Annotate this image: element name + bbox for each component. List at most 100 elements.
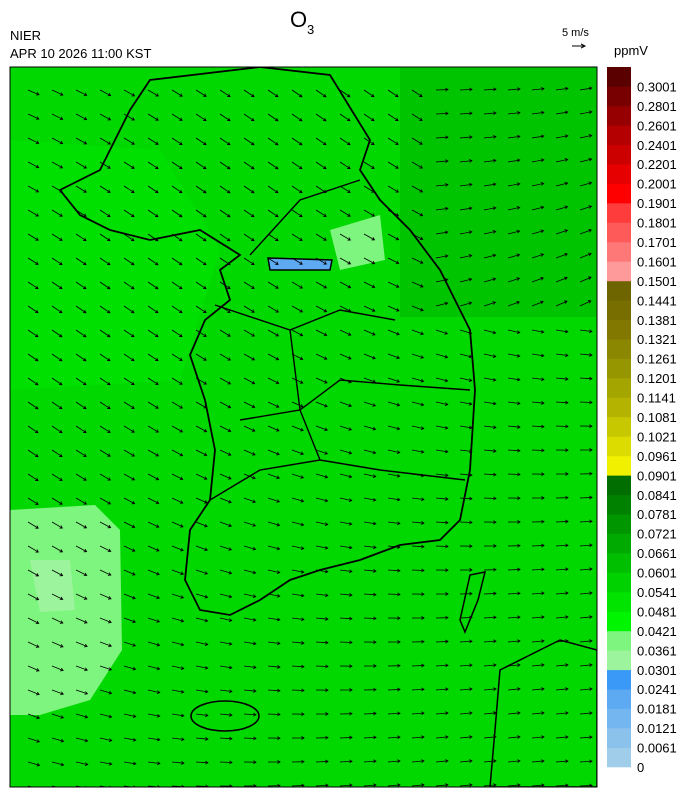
wind-arrow: [291, 759, 305, 764]
wind-arrow: [555, 229, 569, 235]
wind-arrow: [387, 161, 399, 169]
wind-arrow: [291, 353, 304, 360]
wind-arrow: [27, 137, 40, 144]
colorbar-box: [607, 144, 631, 165]
wind-arrow: [435, 353, 449, 359]
wind-arrow: [267, 688, 281, 693]
wind-arrow: [483, 353, 497, 358]
wind-arrow: [267, 473, 281, 480]
wind-arrow: [459, 449, 473, 454]
wind-arrow: [75, 713, 89, 719]
colorbar-box: [607, 242, 631, 262]
wind-arrow: [291, 89, 303, 98]
colorbar-label: 0: [637, 760, 644, 775]
wind-arrow: [315, 759, 329, 764]
wind-arrow: [243, 185, 255, 194]
wind-arrow: [171, 761, 185, 765]
wind-arrow: [291, 329, 304, 337]
wind-arrow: [339, 783, 353, 787]
colorbar-label: 0.0721: [637, 527, 677, 542]
wind-arrow: [99, 233, 111, 242]
wind-arrow: [243, 113, 255, 122]
wind-arrow: [507, 496, 521, 501]
wind-arrow: [315, 281, 328, 289]
wind-arrow: [387, 640, 401, 644]
wind-arrow: [387, 137, 399, 145]
title: O: [290, 7, 307, 32]
colorbar-label: 0.0301: [637, 663, 677, 678]
wind-arrow: [363, 137, 375, 145]
wind-arrow: [171, 737, 185, 742]
wind-arrow: [363, 473, 377, 478]
island: [190, 700, 260, 732]
wind-arrow: [75, 305, 87, 314]
wind-arrow: [531, 353, 545, 358]
wind-arrow: [387, 89, 399, 98]
wind-arrow: [579, 353, 593, 357]
wind-arrow: [363, 545, 377, 550]
wind-arrow: [147, 425, 160, 433]
wind-arrow: [147, 113, 159, 121]
wind-arrow: [459, 230, 473, 235]
wind-arrow: [219, 401, 232, 409]
wind-arrow: [75, 761, 89, 766]
wind-arrow: [243, 401, 256, 408]
wind-arrow: [51, 401, 63, 410]
wind-arrow: [411, 568, 425, 573]
wind-arrow: [459, 401, 473, 406]
wind-arrow: [483, 253, 497, 259]
colorbar-box: [607, 164, 631, 184]
wind-arrow: [531, 639, 545, 643]
wind-arrow: [435, 425, 449, 430]
wind-arrow: [555, 543, 569, 548]
wind-arrow: [219, 161, 231, 170]
wind-arrow: [195, 545, 209, 552]
wind-arrow: [123, 185, 135, 193]
colorbar-label: 0.0961: [637, 449, 677, 464]
wind-arrow: [219, 305, 231, 313]
wind-arrow: [219, 641, 233, 646]
wind-arrow: [483, 472, 497, 477]
wind-arrow: [195, 401, 208, 409]
colorbar-label: 0.0901: [637, 468, 677, 483]
wind-arrow: [483, 663, 497, 668]
wind-arrow: [243, 281, 255, 289]
colorbar-label: 0.3001: [637, 79, 677, 94]
wind-arrow: [507, 425, 521, 429]
wind-arrow: [339, 616, 353, 621]
colorbar-box: [607, 183, 631, 204]
wind-arrow: [171, 353, 183, 361]
wind-arrow: [555, 329, 569, 334]
wind-arrow: [243, 617, 257, 622]
wind-arrow: [555, 134, 569, 139]
wind-arrow: [123, 377, 135, 385]
wind-arrow: [219, 257, 231, 266]
wind-arrow: [579, 567, 593, 572]
wind-arrow: [315, 783, 329, 787]
wind-arrow: [579, 663, 593, 667]
wind-arrow: [291, 545, 305, 550]
wind-arrow: [531, 567, 545, 572]
wind-arrow: [147, 233, 159, 242]
wind-arrow: [171, 161, 183, 170]
wind-arrow: [123, 761, 137, 766]
wind-arrow: [507, 229, 521, 235]
wind-arrow: [75, 161, 88, 169]
wind-arrow: [267, 113, 279, 122]
wind-arrow: [315, 545, 329, 550]
wind-arrow: [555, 181, 569, 187]
wind-arrow: [387, 568, 401, 573]
wind-arrow: [507, 663, 521, 667]
wind-arrow: [147, 137, 159, 145]
wind-arrow: [99, 761, 113, 766]
wind-arrow: [195, 425, 208, 433]
wind-arrow: [555, 711, 569, 715]
wind-arrow: [27, 89, 40, 96]
wind-arrow: [195, 497, 208, 504]
province-border: [209, 179, 471, 501]
wind-arrow: [195, 353, 207, 361]
wind-arrow: [123, 281, 135, 290]
wind-arrow: [195, 137, 207, 146]
wind-arrow: [219, 545, 233, 551]
